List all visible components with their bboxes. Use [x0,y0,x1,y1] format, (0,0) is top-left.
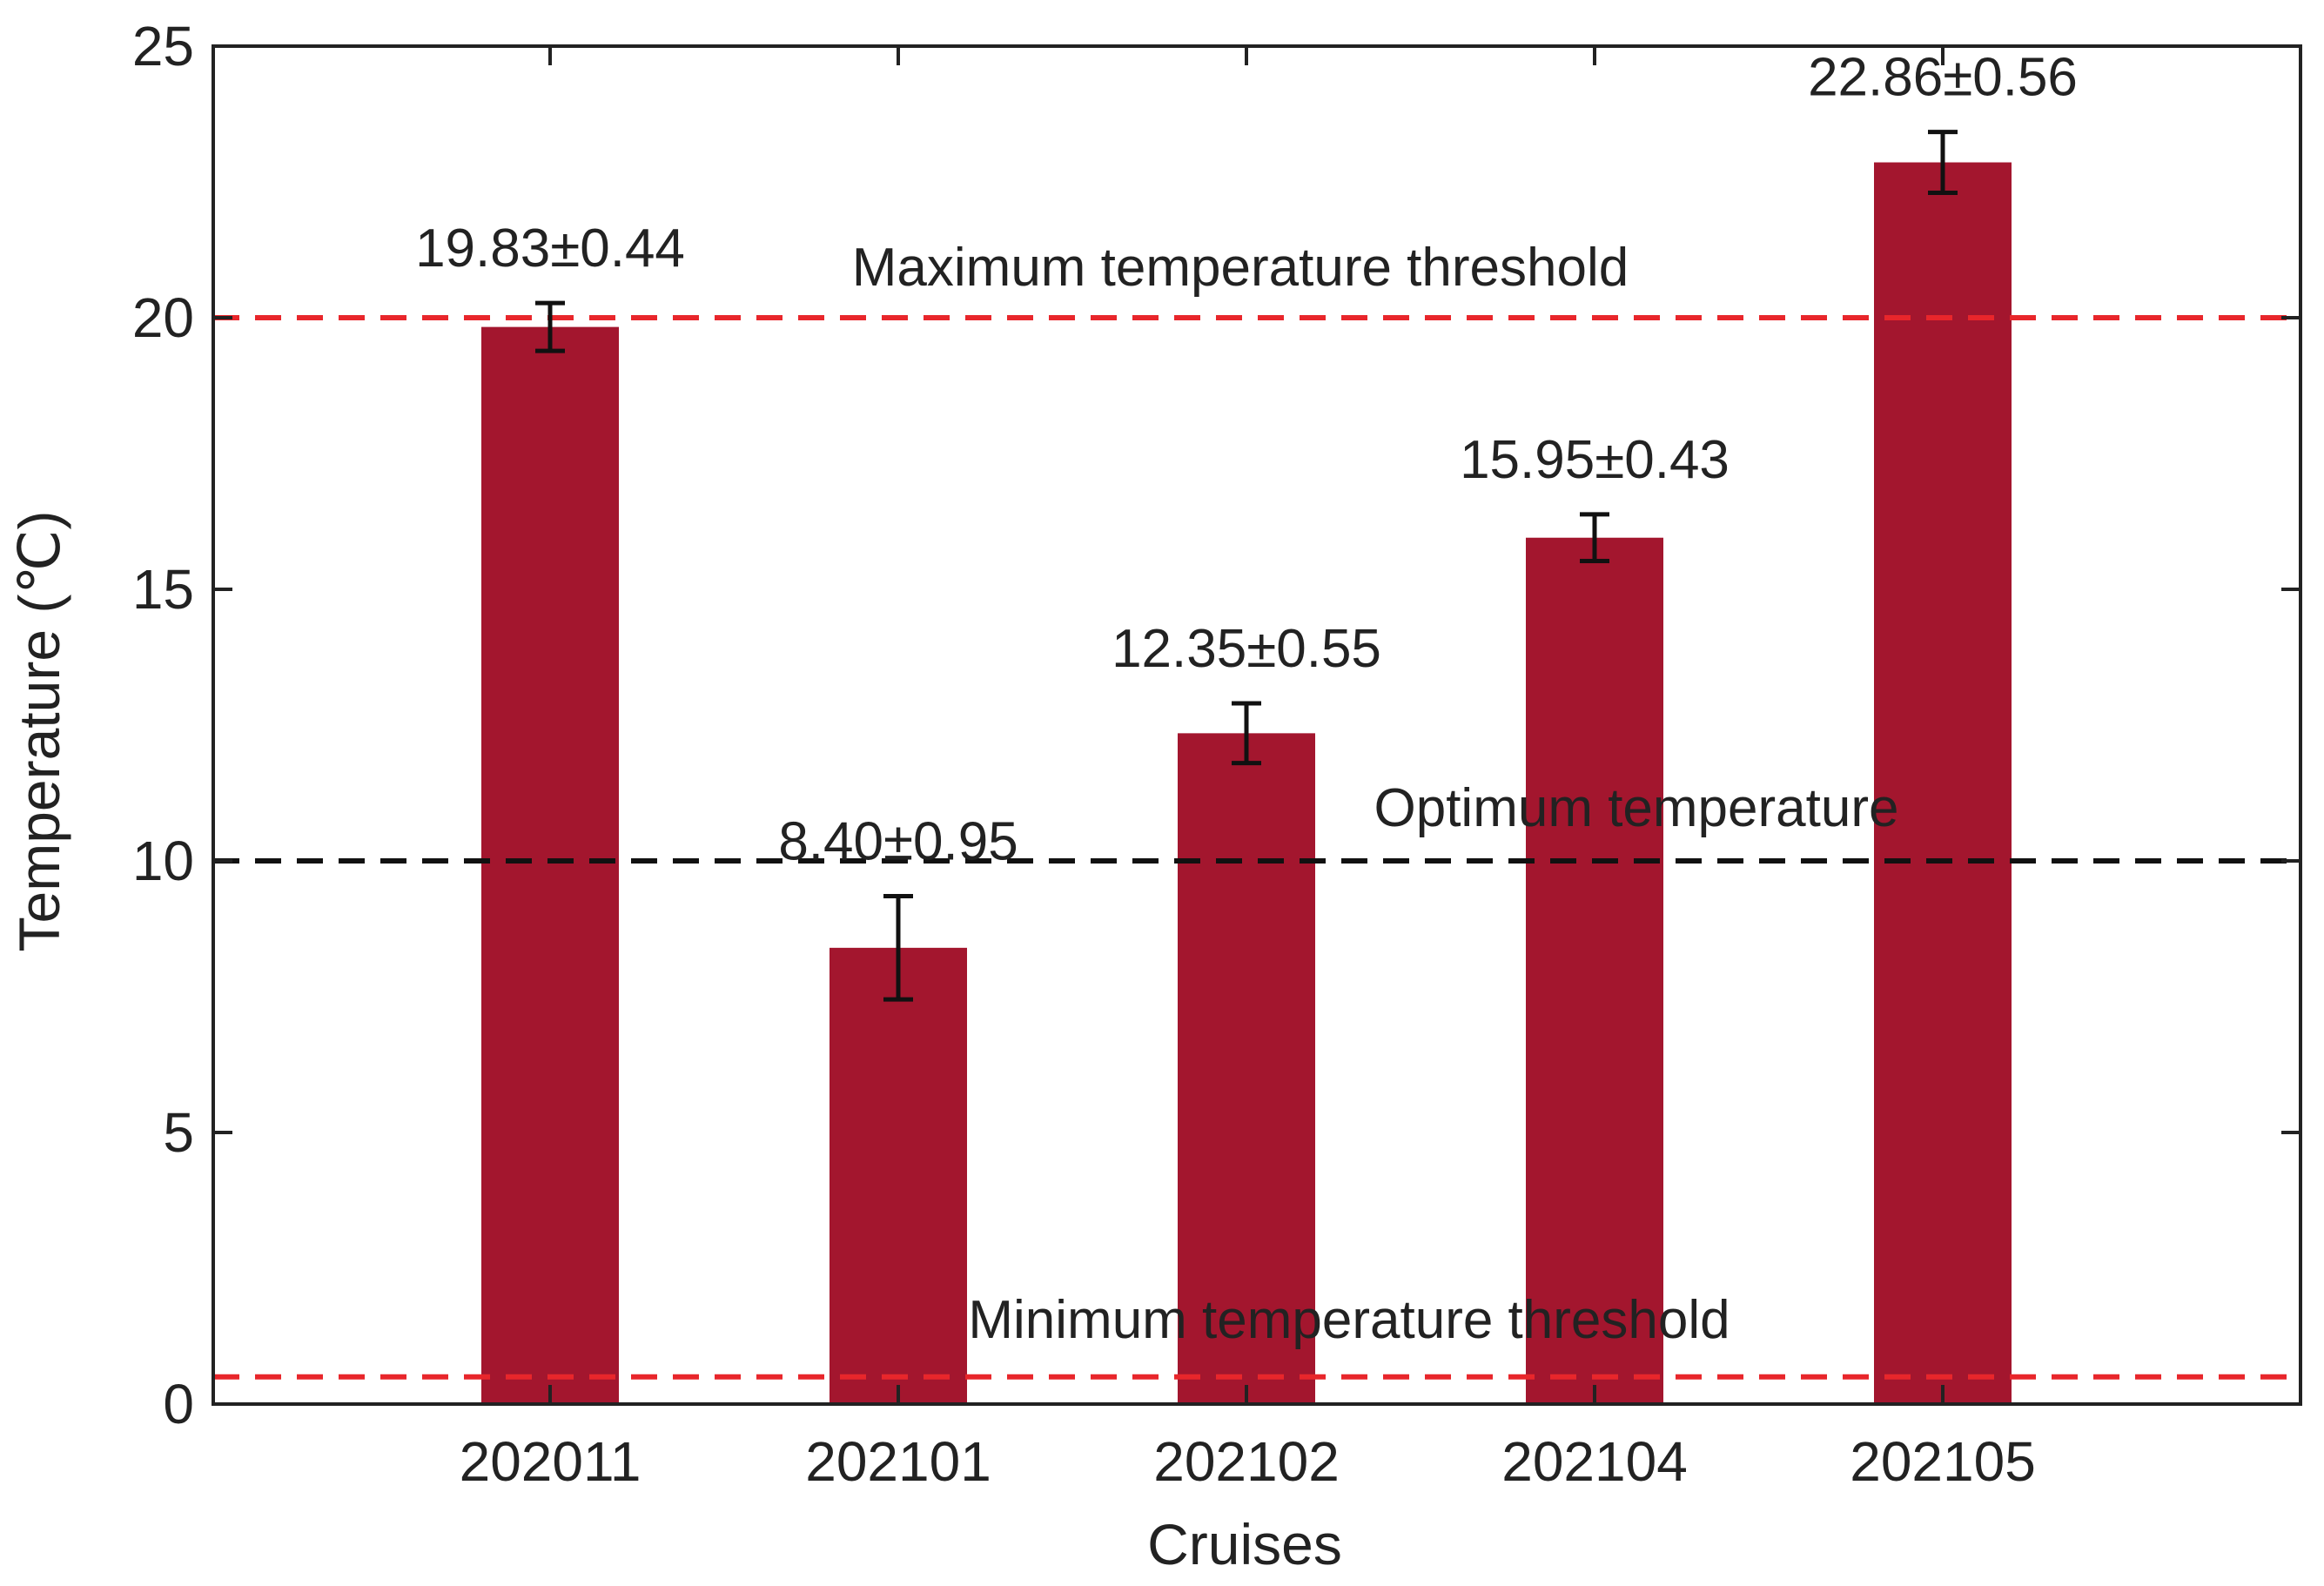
y-tick-label-20: 20 [132,286,194,349]
plot-layer: 0 5 10 15 20 25 202011 202101 202102 202104 202105… [132,15,2302,1493]
error-bar-202011 [535,300,565,353]
y-tick-label-10: 10 [132,830,194,892]
data-label-202105: 22.86±0.56 [1808,48,2078,108]
bar-202101 [830,947,967,1404]
x-tick-label-202101: 202101 [805,1430,991,1493]
data-label-202102: 12.35±0.55 [1112,619,1381,679]
error-bar-202102 [1232,701,1261,766]
ref-label-max-threshold: Maximum temperature threshold [852,238,1629,298]
bar-202104 [1526,537,1663,1404]
error-bar-202101 [883,894,913,1002]
y-tick-label-15: 15 [132,558,194,621]
data-label-202101: 8.40±0.95 [778,812,1018,872]
error-bar-202105 [1928,130,1958,195]
bar-202105 [1874,162,2012,1404]
ref-label-min-threshold: Minimum temperature threshold [968,1290,1730,1350]
x-tick-label-202102: 202102 [1153,1430,1340,1493]
ref-label-optimum: Optimum temperature [1374,778,1899,838]
y-tick-label-5: 5 [163,1101,194,1164]
x-tick-label-202105: 202105 [1850,1430,2036,1493]
bar-202011 [481,326,619,1404]
x-axis-title: Cruises [1147,1512,1342,1576]
x-tick-label-202011: 202011 [460,1430,641,1493]
data-label-202104: 15.95±0.43 [1460,430,1730,490]
y-axis-title: Temperature (℃) [7,511,71,952]
error-bar-202104 [1580,512,1609,564]
y-tick-label-25: 25 [132,15,194,77]
data-label-202011: 19.83±0.44 [415,218,685,279]
axes-frame [212,44,2302,1406]
y-tick-label-0: 0 [163,1373,194,1435]
x-tick-label-202104: 202104 [1501,1430,1688,1493]
bar-202102 [1178,733,1315,1404]
